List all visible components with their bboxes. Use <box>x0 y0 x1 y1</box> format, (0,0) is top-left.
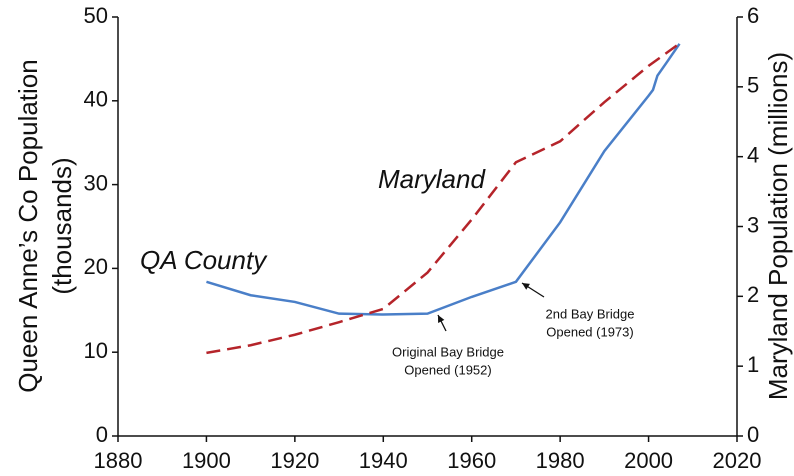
x-tick-label: 1920 <box>270 448 319 473</box>
y-tick-label: 0 <box>96 422 108 447</box>
x-tick-label: 1980 <box>536 448 585 473</box>
series-label: QA County <box>140 245 268 275</box>
y2-tick-label: 4 <box>747 142 759 167</box>
y2-tick-label: 3 <box>747 212 759 237</box>
y-tick-label: 30 <box>84 170 108 195</box>
series-line <box>206 43 681 316</box>
x-tick-label: 1880 <box>94 448 143 473</box>
y2-tick-label: 1 <box>747 352 759 377</box>
y-tick-label: 50 <box>84 3 108 28</box>
arrow-head <box>522 283 530 290</box>
annotation: Opened (1973) <box>546 324 633 339</box>
y2-tick-label: 6 <box>747 3 759 28</box>
x-tick-label: 1900 <box>182 448 231 473</box>
annotation: 2nd Bay Bridge <box>546 306 635 321</box>
y-axis-label: (thousands) <box>47 157 77 294</box>
annotation: Original Bay Bridge <box>392 344 504 359</box>
x-tick-label: 1960 <box>447 448 496 473</box>
y2-tick-label: 0 <box>747 422 759 447</box>
y-tick-label: 10 <box>84 338 108 363</box>
x-tick-label: 2000 <box>624 448 673 473</box>
x-tick-label: 1940 <box>359 448 408 473</box>
x-tick-label: 2020 <box>713 448 762 473</box>
series-line <box>206 42 681 355</box>
series-label: Maryland <box>378 164 486 194</box>
y2-tick-label: 5 <box>747 73 759 98</box>
arrow-head <box>438 315 445 323</box>
y-axis-label: Queen Anne’s Co Population <box>13 59 43 392</box>
y2-axis-label: Maryland Population (millions) <box>763 52 793 400</box>
y2-tick-label: 2 <box>747 282 759 307</box>
annotation: Opened (1952) <box>404 362 491 377</box>
y-tick-label: 20 <box>84 254 108 279</box>
y-tick-label: 40 <box>84 87 108 112</box>
